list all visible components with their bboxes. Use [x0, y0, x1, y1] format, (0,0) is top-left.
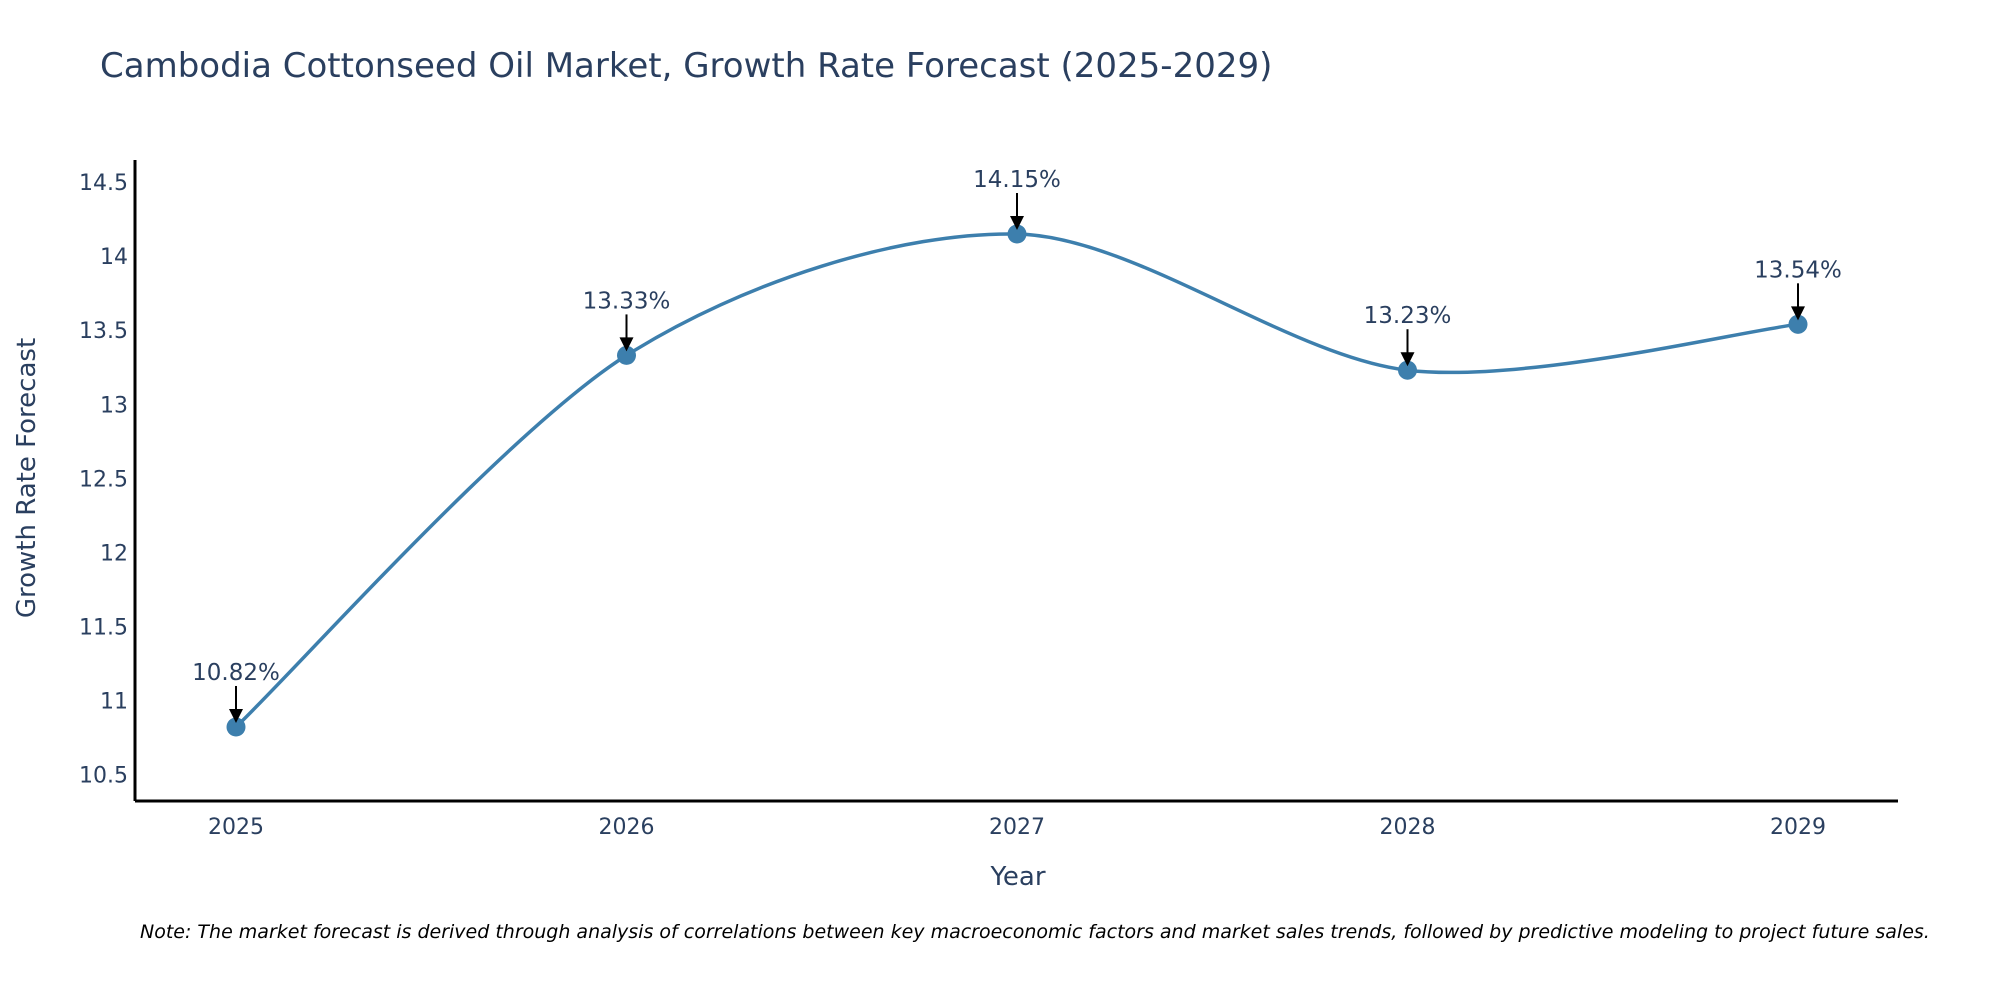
y-axis: 10.5 11 11.5 12 12.5 13 13.5 14 14.5 — [79, 160, 137, 801]
x-tick-label: 2027 — [989, 815, 1045, 840]
annotation-arrowhead — [1010, 216, 1024, 231]
data-label: 13.54% — [1754, 257, 1842, 283]
data-label: 13.23% — [1364, 303, 1452, 329]
x-tick-label: 2025 — [208, 815, 264, 840]
x-tick-label: 2028 — [1380, 815, 1436, 840]
y-tick-label: 10.5 — [79, 763, 128, 788]
data-label: 10.82% — [192, 660, 280, 686]
annotation-group: 10.82% 13.33% 14.15% 13.23% 13.54% — [192, 167, 1842, 723]
data-point — [1007, 224, 1027, 244]
series-line-group — [234, 232, 1799, 729]
y-tick-label: 14.5 — [79, 171, 128, 196]
data-label: 14.15% — [973, 167, 1061, 193]
x-axis: 2025 2026 2027 2028 2029 — [135, 799, 1898, 840]
chart-note: Note: The market forecast is derived thr… — [140, 921, 1930, 943]
y-tick-label: 13.5 — [79, 319, 128, 344]
data-point — [1398, 360, 1417, 380]
annotation-arrowhead — [229, 708, 243, 723]
x-axis-title: Year — [989, 862, 1045, 892]
x-tick-label: 2026 — [599, 815, 655, 840]
y-tick-label: 11 — [100, 689, 128, 714]
data-point — [226, 717, 246, 737]
annotation-arrowhead — [1791, 306, 1805, 321]
x-tick-label: 2029 — [1770, 815, 1826, 840]
y-tick-label: 13 — [100, 393, 128, 418]
data-point — [617, 345, 636, 365]
annotation-arrowhead — [1400, 352, 1415, 367]
data-label: 13.33% — [583, 288, 671, 314]
y-tick-label: 12.5 — [79, 467, 128, 492]
y-tick-label: 11.5 — [79, 615, 128, 640]
series-line — [234, 232, 1799, 729]
marker-group — [226, 224, 1808, 737]
data-point — [1788, 314, 1808, 334]
annotation-arrowhead — [619, 337, 634, 352]
y-tick-label: 14 — [100, 245, 128, 270]
y-axis-title: Growth Rate Forecast — [12, 338, 42, 618]
chart-title: Cambodia Cottonseed Oil Market, Growth R… — [100, 46, 1273, 86]
y-tick-label: 12 — [100, 541, 128, 566]
